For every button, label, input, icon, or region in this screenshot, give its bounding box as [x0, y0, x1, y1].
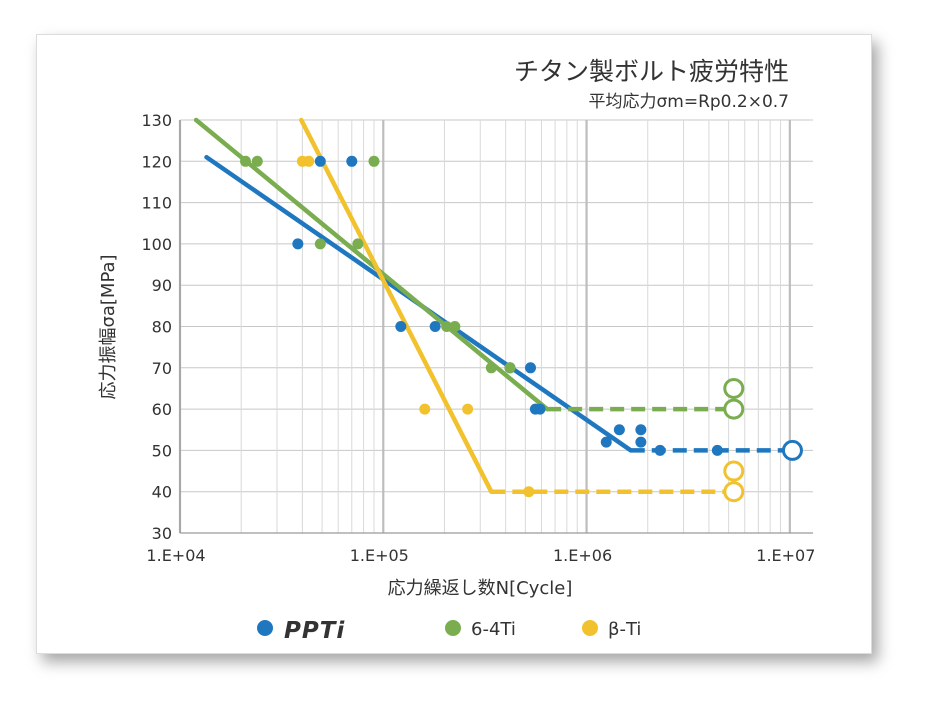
data-point-ppti	[613, 424, 625, 436]
data-point-ppti	[711, 444, 723, 456]
legend-marker-beta-ti	[582, 620, 598, 636]
runout-point-6-4ti	[723, 377, 745, 399]
data-point-ppti	[292, 238, 304, 250]
legend-marker-ppti	[257, 620, 273, 636]
data-point-6-4ti	[251, 155, 263, 167]
data-point-beta-ti	[419, 403, 431, 415]
runout-point-beta-ti	[723, 460, 745, 482]
series-points	[240, 155, 803, 503]
data-point-6-4ti	[485, 362, 497, 374]
x-tick-label: 1.E+06	[553, 546, 612, 565]
fit-line-6-4ti	[193, 117, 550, 412]
y-tick-label: 40	[152, 483, 172, 502]
x-axis-label: 応力繰返し数N[Cycle]	[388, 578, 573, 599]
y-tick-label: 120	[141, 152, 172, 171]
data-point-ppti	[600, 436, 612, 448]
data-point-beta-ti	[462, 403, 474, 415]
data-point-ppti	[429, 321, 441, 332]
data-point-ppti	[314, 155, 326, 167]
data-point-ppti	[654, 444, 666, 456]
data-point-ppti	[635, 436, 647, 448]
y-tick-label: 50	[152, 441, 172, 460]
data-point-beta-ti	[303, 155, 315, 167]
data-point-ppti	[525, 362, 537, 374]
data-point-6-4ti	[240, 155, 252, 167]
legend-label-ppti: PPTi	[284, 618, 345, 644]
data-point-ppti	[635, 424, 647, 436]
runout-point-beta-ti	[723, 481, 745, 503]
data-point-ppti	[395, 321, 407, 332]
data-point-ppti	[534, 403, 546, 415]
runout-point-6-4ti	[723, 398, 745, 420]
axes	[179, 120, 813, 534]
legend: PPTi 6-4Ti β-Ti	[257, 618, 641, 644]
y-tick-label: 60	[152, 400, 172, 419]
fit-line-beta-ti	[299, 117, 494, 494]
grid-lines	[178, 119, 813, 534]
y-tick-label: 30	[152, 524, 172, 543]
data-point-6-4ti	[441, 321, 453, 332]
x-tick-label: 1.E+05	[350, 546, 409, 565]
runout-point-ppti	[781, 439, 803, 461]
data-point-6-4ti	[352, 238, 364, 250]
chart-subtitle: 平均応力σm=Rp0.2×0.7	[589, 92, 790, 112]
legend-marker-6-4ti	[445, 620, 461, 636]
y-tick-label: 110	[141, 194, 172, 213]
legend-label-6-4ti: 6-4Ti	[471, 619, 516, 640]
x-tick-label: 1.E+07	[756, 546, 815, 565]
data-point-6-4ti	[449, 321, 461, 332]
tick-labels: 30 40 50 60 70 80 90 100 110 120 130 1.E+04 1.E+05 1.…	[141, 111, 815, 565]
data-point-6-4ti	[368, 155, 380, 167]
y-tick-label: 90	[152, 276, 172, 295]
data-point-6-4ti	[504, 362, 516, 374]
chart-frame	[36, 34, 872, 654]
y-tick-label: 100	[141, 235, 172, 254]
x-tick-label: 1.E+04	[146, 546, 205, 565]
data-point-ppti	[346, 155, 358, 167]
y-tick-label: 70	[152, 359, 172, 378]
data-point-6-4ti	[314, 238, 326, 250]
data-point-beta-ti	[523, 486, 535, 498]
y-tick-label: 130	[141, 111, 172, 130]
series-lines	[193, 117, 790, 494]
chart-title: チタン製ボルト疲労特性	[514, 57, 789, 86]
legend-label-beta-ti: β-Ti	[608, 619, 641, 640]
y-tick-label: 80	[152, 318, 172, 337]
y-axis-label: 応力振幅σa[MPa]	[98, 254, 119, 399]
